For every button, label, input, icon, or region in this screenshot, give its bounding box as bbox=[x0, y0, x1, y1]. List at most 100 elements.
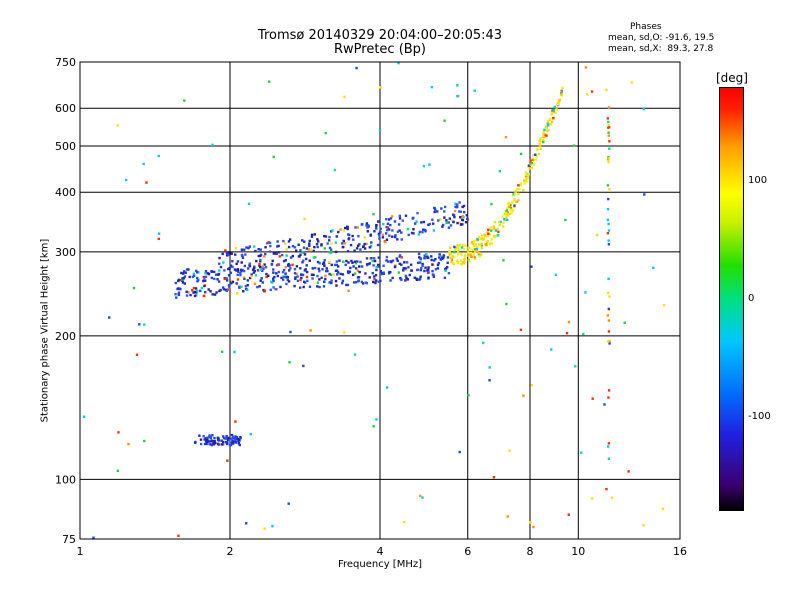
data-point bbox=[623, 321, 626, 324]
data-point bbox=[327, 261, 331, 264]
data-point bbox=[225, 277, 229, 280]
data-point bbox=[470, 241, 474, 245]
phase-header-o-stats: mean, sd,O: -91.6, 19.5 bbox=[608, 33, 715, 43]
data-point bbox=[264, 266, 268, 269]
data-point bbox=[420, 221, 423, 224]
data-point bbox=[391, 229, 394, 232]
data-point bbox=[454, 205, 457, 209]
data-point bbox=[382, 271, 385, 274]
data-point bbox=[132, 286, 136, 290]
data-point bbox=[421, 264, 424, 267]
data-point bbox=[239, 273, 242, 277]
data-point bbox=[145, 181, 148, 184]
data-point bbox=[642, 107, 646, 111]
data-point bbox=[237, 442, 241, 445]
data-point bbox=[432, 222, 435, 225]
data-point bbox=[364, 281, 368, 284]
data-point bbox=[564, 218, 567, 222]
data-point bbox=[412, 232, 415, 235]
data-point bbox=[379, 270, 382, 273]
data-point bbox=[231, 441, 235, 444]
data-point bbox=[324, 131, 327, 135]
data-point bbox=[226, 436, 230, 440]
data-point bbox=[220, 439, 223, 442]
data-point bbox=[473, 257, 477, 261]
data-point bbox=[303, 217, 306, 221]
data-point bbox=[494, 234, 497, 238]
data-point bbox=[353, 249, 356, 252]
data-point bbox=[397, 223, 401, 226]
data-point bbox=[378, 234, 381, 237]
data-point bbox=[444, 269, 447, 272]
data-point bbox=[351, 234, 354, 238]
data-point bbox=[232, 435, 235, 439]
data-point bbox=[517, 192, 520, 195]
data-point bbox=[177, 278, 181, 282]
x-tick-label: 2 bbox=[227, 545, 234, 558]
data-point bbox=[359, 248, 362, 251]
data-point bbox=[385, 255, 389, 259]
data-points bbox=[82, 61, 666, 539]
data-point bbox=[305, 247, 309, 250]
data-point bbox=[368, 257, 371, 260]
data-point bbox=[356, 244, 360, 248]
data-point bbox=[210, 276, 213, 280]
data-point bbox=[284, 272, 287, 275]
data-point bbox=[507, 203, 511, 207]
data-point bbox=[287, 262, 290, 266]
data-point bbox=[351, 273, 355, 277]
data-point bbox=[457, 248, 460, 252]
data-point bbox=[606, 291, 610, 295]
data-point bbox=[493, 236, 496, 239]
data-point bbox=[219, 288, 222, 292]
data-point bbox=[240, 269, 243, 273]
plot-frame bbox=[79, 61, 681, 540]
data-point bbox=[220, 443, 224, 446]
data-point bbox=[499, 220, 502, 224]
data-point bbox=[194, 287, 198, 290]
data-point bbox=[505, 209, 509, 212]
data-point bbox=[371, 271, 374, 275]
data-point bbox=[227, 274, 231, 277]
data-point bbox=[346, 225, 349, 229]
data-point bbox=[386, 222, 390, 225]
data-point bbox=[282, 259, 286, 263]
data-point bbox=[269, 288, 272, 292]
data-point bbox=[580, 451, 583, 454]
data-point bbox=[476, 245, 479, 249]
data-point bbox=[244, 253, 247, 256]
data-point bbox=[257, 254, 260, 258]
data-point bbox=[368, 246, 372, 249]
data-point bbox=[217, 437, 220, 440]
data-point bbox=[565, 331, 569, 335]
data-point bbox=[263, 527, 266, 530]
data-point bbox=[250, 275, 253, 278]
data-point bbox=[239, 436, 242, 439]
data-point bbox=[479, 237, 482, 240]
data-point bbox=[422, 228, 425, 231]
data-point bbox=[427, 266, 430, 269]
data-point bbox=[561, 86, 564, 90]
data-point bbox=[385, 225, 388, 229]
data-point bbox=[352, 265, 355, 268]
data-point bbox=[291, 254, 295, 258]
data-point bbox=[217, 439, 221, 442]
data-point bbox=[455, 259, 459, 262]
data-point bbox=[228, 443, 232, 447]
x-tick-label: 16 bbox=[673, 545, 687, 558]
data-point bbox=[525, 180, 529, 183]
data-point bbox=[223, 269, 226, 272]
data-point bbox=[552, 108, 555, 112]
data-point bbox=[456, 84, 459, 87]
data-point bbox=[259, 279, 262, 282]
data-point bbox=[432, 273, 435, 277]
data-point bbox=[374, 279, 378, 282]
data-point bbox=[217, 262, 221, 265]
data-point bbox=[343, 331, 346, 334]
data-point bbox=[434, 268, 438, 271]
data-point bbox=[473, 245, 476, 248]
data-point bbox=[418, 261, 422, 264]
data-point bbox=[416, 268, 420, 271]
data-point bbox=[293, 246, 297, 249]
data-point bbox=[183, 275, 187, 278]
